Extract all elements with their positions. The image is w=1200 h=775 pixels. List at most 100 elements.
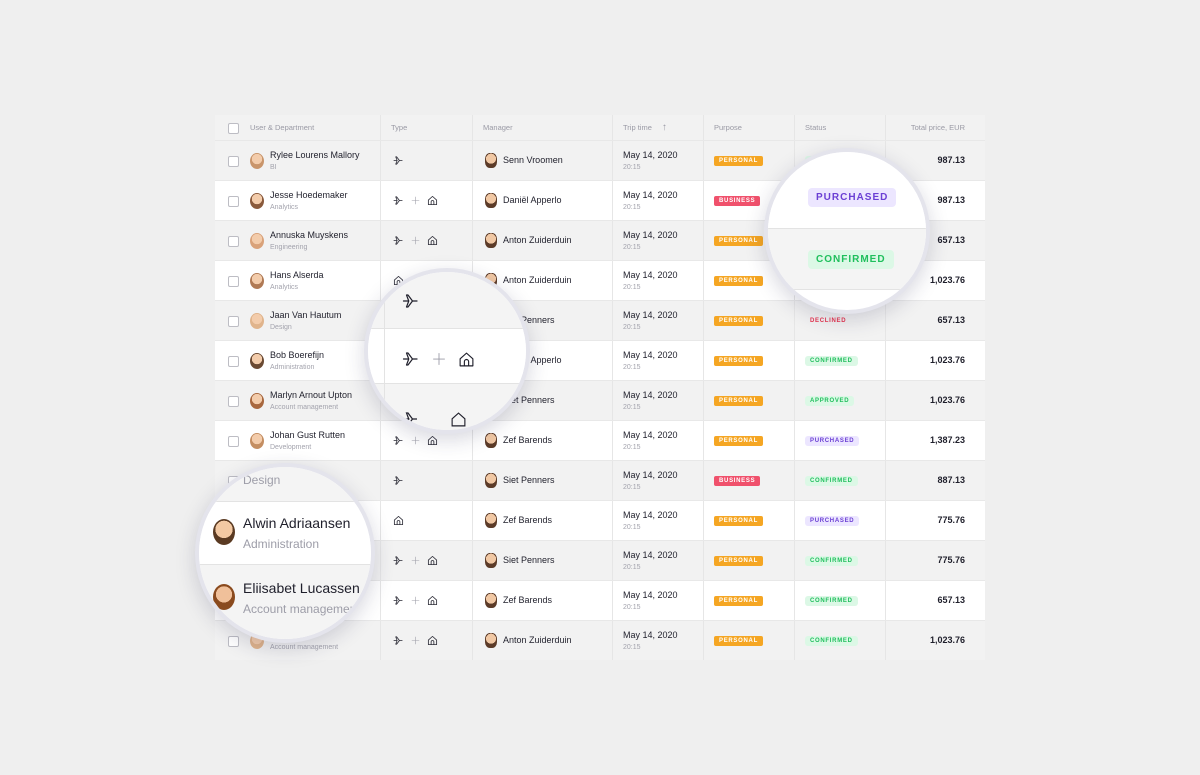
trip-date: May 14, 2020 xyxy=(623,270,678,280)
purpose-badge: PERSONAL xyxy=(714,516,763,526)
user-name: Annuska Muyskens xyxy=(270,230,349,240)
type-icons xyxy=(393,155,404,166)
home-icon xyxy=(427,195,438,206)
purpose-badge: PERSONAL xyxy=(714,636,763,646)
plane-icon xyxy=(393,555,404,566)
user-name: Marlyn Arnout Upton xyxy=(270,390,353,400)
status-badge-confirmed: CONFIRMED xyxy=(808,250,894,269)
plus-icon xyxy=(411,436,420,445)
row-checkbox[interactable] xyxy=(228,435,239,447)
type-cell xyxy=(380,501,472,540)
row-checkbox-cell xyxy=(215,141,250,180)
plane-icon xyxy=(393,435,404,446)
row-checkbox-cell xyxy=(215,301,250,340)
plane-icon xyxy=(393,635,404,646)
purpose-badge: PERSONAL xyxy=(714,316,763,326)
plus-icon xyxy=(411,196,420,205)
plus-icon xyxy=(432,352,446,371)
home-icon xyxy=(393,515,404,526)
row-checkbox[interactable] xyxy=(228,235,239,247)
header-purpose[interactable]: Purpose xyxy=(703,115,794,140)
home-icon xyxy=(427,235,438,246)
mag-band xyxy=(368,384,526,430)
type-cell xyxy=(380,141,472,180)
type-icons-row-partial xyxy=(402,410,467,431)
user-cell: Jaan Van Hautum Design xyxy=(250,301,380,340)
avatar xyxy=(250,153,264,169)
manager-name: Zef Barends xyxy=(503,515,553,525)
manager-cell: Anton Zuiderduin xyxy=(472,221,612,260)
mag-divider xyxy=(768,289,926,290)
plane-icon xyxy=(393,595,404,606)
manager-cell: Zef Barends xyxy=(472,581,612,620)
trip-date: May 14, 2020 xyxy=(623,150,678,160)
mag-band xyxy=(368,272,526,328)
trip-time-cell: May 14, 2020 20:15 xyxy=(612,541,703,580)
trip-hour: 20:15 xyxy=(623,244,641,251)
trip-hour: 20:15 xyxy=(623,484,641,491)
home-icon xyxy=(427,635,438,646)
user-name: Bob Boerefijn xyxy=(270,350,325,360)
status-cell: DECLINED xyxy=(794,301,885,340)
avatar xyxy=(485,633,497,648)
user-cell: Rylee Lourens Mallory BI xyxy=(250,141,380,180)
trip-time-cell: May 14, 2020 20:15 xyxy=(612,381,703,420)
table-row[interactable]: Bob Boerefijn Administration Daniël Apperl… xyxy=(215,340,985,380)
row-checkbox[interactable] xyxy=(228,155,239,167)
total-price: 1,387.23 xyxy=(929,435,965,445)
header-type[interactable]: Type xyxy=(380,115,472,140)
purpose-badge: BUSINESS xyxy=(714,476,761,486)
header-price[interactable]: Total price, EUR xyxy=(885,115,985,140)
table-row[interactable]: Marlyn Arnout Upton Account management Sie… xyxy=(215,380,985,420)
manager-name: Daniël Apperlo xyxy=(503,355,562,365)
header-status[interactable]: Status xyxy=(794,115,885,140)
header-manager-label: Manager xyxy=(483,123,513,132)
plane-icon xyxy=(402,410,420,430)
type-icons xyxy=(393,195,438,206)
table-row[interactable]: Johan Gust Rutten Development Zef Barends M… xyxy=(215,420,985,460)
trip-date: May 14, 2020 xyxy=(623,510,678,520)
mag-divider xyxy=(768,228,926,229)
avatar xyxy=(250,433,264,449)
status-cell: CONFIRMED xyxy=(794,581,885,620)
header-checkbox-cell xyxy=(215,115,250,140)
type-cell xyxy=(380,461,472,500)
row-checkbox-cell xyxy=(215,221,250,260)
purpose-cell: PERSONAL xyxy=(703,261,794,300)
user-dept: Analytics xyxy=(270,284,299,291)
avatar xyxy=(213,584,235,610)
price-cell: 657.13 xyxy=(885,301,985,340)
trip-time-cell: May 14, 2020 20:15 xyxy=(612,341,703,380)
row-checkbox-cell xyxy=(215,181,250,220)
trip-date: May 14, 2020 xyxy=(623,430,678,440)
price-cell: 1,023.76 xyxy=(885,341,985,380)
row-checkbox[interactable] xyxy=(228,195,239,207)
trip-date: May 14, 2020 xyxy=(623,310,678,320)
row-checkbox-cell xyxy=(215,421,250,460)
avatar xyxy=(250,193,264,209)
type-icons xyxy=(393,595,438,606)
home-icon xyxy=(427,435,438,446)
table-body: Rylee Lourens Mallory BI Senn Vroomen May 1… xyxy=(215,140,985,660)
manager-name: Anton Zuiderduin xyxy=(503,635,572,645)
row-checkbox[interactable] xyxy=(228,315,239,327)
home-icon xyxy=(450,411,467,431)
home-icon xyxy=(458,351,475,373)
purpose-badge: PERSONAL xyxy=(714,556,763,566)
user-cell: Johan Gust Rutten Development xyxy=(250,421,380,460)
header-manager[interactable]: Manager xyxy=(472,115,612,140)
header-purpose-label: Purpose xyxy=(714,123,742,132)
purpose-cell: PERSONAL xyxy=(703,501,794,540)
row-checkbox[interactable] xyxy=(228,275,239,287)
purpose-cell: PERSONAL xyxy=(703,141,794,180)
select-all-checkbox[interactable] xyxy=(228,122,239,134)
total-price: 657.13 xyxy=(937,315,965,325)
user-name: Eliisabet Lucassen xyxy=(243,580,360,596)
plus-icon xyxy=(411,236,420,245)
status-cell: PURCHASED xyxy=(794,501,885,540)
header-trip-time[interactable]: Trip time ↑ xyxy=(612,115,703,140)
row-checkbox[interactable] xyxy=(228,395,239,407)
row-checkbox[interactable] xyxy=(228,355,239,367)
trip-date: May 14, 2020 xyxy=(623,470,678,480)
header-user[interactable]: User & Department xyxy=(250,115,380,140)
